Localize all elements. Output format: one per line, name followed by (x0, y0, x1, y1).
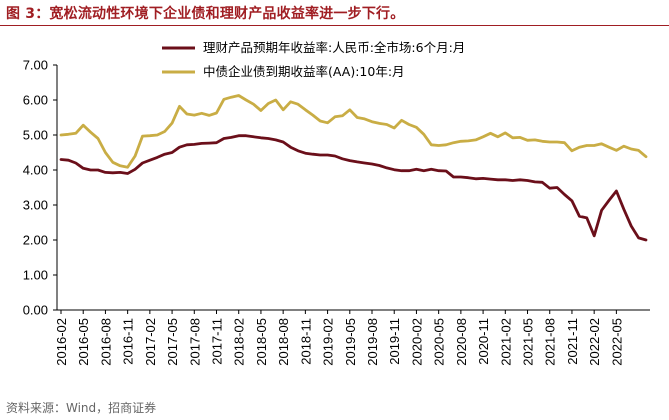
x-tick-label: 2017-08 (187, 318, 202, 366)
x-tick-label: 2017-05 (165, 318, 180, 366)
x-tick-label: 2021-02 (498, 318, 513, 366)
x-tick-label: 2018-02 (232, 318, 247, 366)
legend-label-wmp: 理财产品预期年收益率:人民币:全市场:6个月:月 (203, 40, 465, 55)
x-tick-label: 2018-05 (254, 318, 269, 366)
y-tick-label: 2.00 (23, 233, 48, 248)
x-tick-label: 2019-08 (365, 318, 380, 366)
x-tick-label: 2016-05 (76, 318, 91, 366)
x-tick-label: 2020-11 (476, 318, 491, 365)
y-tick-label: 6.00 (23, 93, 48, 108)
chart-legend: 理财产品预期年收益率:人民币:全市场:6个月:月 中债企业债到期收益率(AA):… (162, 40, 465, 79)
x-tick-label: 2020-05 (432, 318, 447, 366)
x-tick-label: 2020-08 (454, 318, 469, 366)
y-axis-ticks: 0.00 1.00 2.00 3.00 4.00 5.00 6.00 7.00 (23, 58, 57, 318)
x-tick-label: 2020-02 (409, 318, 424, 366)
x-tick-label: 2017-11 (210, 318, 225, 365)
x-tick-label: 2017-02 (143, 318, 158, 366)
x-tick-label: 2018-11 (298, 318, 313, 365)
y-tick-label: 3.00 (23, 198, 48, 213)
figure-title: 图 3：宽松流动性环境下企业债和理财产品收益率进一步下行。 (6, 6, 405, 22)
x-tick-label: 2022-02 (587, 318, 602, 366)
x-tick-label: 2018-08 (276, 318, 291, 366)
series-lines (59, 94, 648, 242)
x-tick-label: 2019-05 (343, 318, 358, 366)
x-tick-label: 2022-05 (609, 318, 624, 366)
legend-label-bond: 中债企业债到期收益率(AA):10年:月 (203, 64, 405, 79)
x-tick-label: 2021-08 (543, 318, 558, 366)
x-tick-label: 2019-02 (321, 318, 336, 366)
x-tick-label: 2021-11 (565, 318, 580, 365)
y-tick-label: 4.00 (23, 163, 48, 178)
x-tick-label: 2016-11 (121, 318, 136, 365)
y-tick-label: 5.00 (23, 128, 48, 143)
title-divider (0, 25, 669, 26)
series-line-bond (59, 94, 648, 169)
x-tick-label: 2019-11 (387, 318, 402, 365)
series-line-wmp (59, 134, 648, 242)
y-tick-label: 0.00 (23, 303, 48, 318)
chart-axes (56, 65, 650, 311)
y-tick-label: 1.00 (23, 268, 48, 283)
x-axis-ticks: 2016-02 2016-05 2016-08 2016-11 2017-02 2017-… (54, 310, 624, 366)
x-tick-label: 2016-02 (54, 318, 69, 366)
x-tick-label: 2021-05 (521, 318, 536, 366)
y-tick-label: 7.00 (23, 58, 48, 73)
source-note: 资料来源：Wind，招商证券 (6, 401, 157, 415)
x-tick-label: 2016-08 (98, 318, 113, 366)
